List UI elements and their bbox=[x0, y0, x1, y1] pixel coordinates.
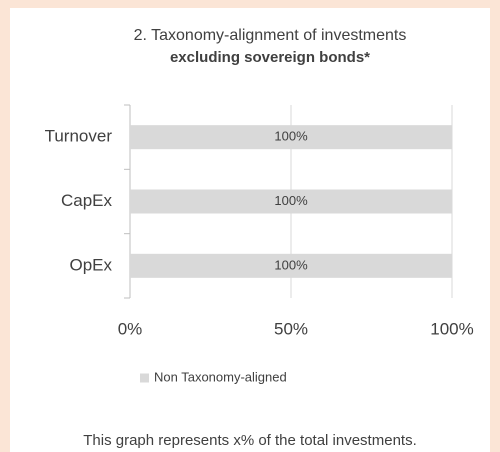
x-tick-label: 50% bbox=[274, 319, 308, 338]
y-tick-label: OpEx bbox=[69, 255, 112, 274]
bar bbox=[130, 125, 452, 150]
legend-swatch bbox=[140, 373, 149, 383]
panel bbox=[10, 8, 490, 452]
bar bbox=[130, 253, 452, 278]
chart-title: 2. Taxonomy-alignment of investments bbox=[134, 27, 407, 44]
bar bbox=[130, 189, 452, 214]
legend-label: Non Taxonomy-aligned bbox=[154, 369, 287, 384]
footnote: This graph represents x% of the total in… bbox=[83, 432, 417, 449]
value-label: 100% bbox=[274, 129, 308, 144]
value-label: 100% bbox=[274, 193, 308, 208]
y-tick-label: Turnover bbox=[45, 127, 113, 146]
x-tick-label: 0% bbox=[118, 319, 143, 338]
value-label: 100% bbox=[274, 257, 308, 272]
y-tick-label: CapEx bbox=[61, 191, 113, 210]
chart-subtitle: excluding sovereign bonds* bbox=[170, 49, 370, 66]
x-tick-label: 100% bbox=[430, 319, 473, 338]
